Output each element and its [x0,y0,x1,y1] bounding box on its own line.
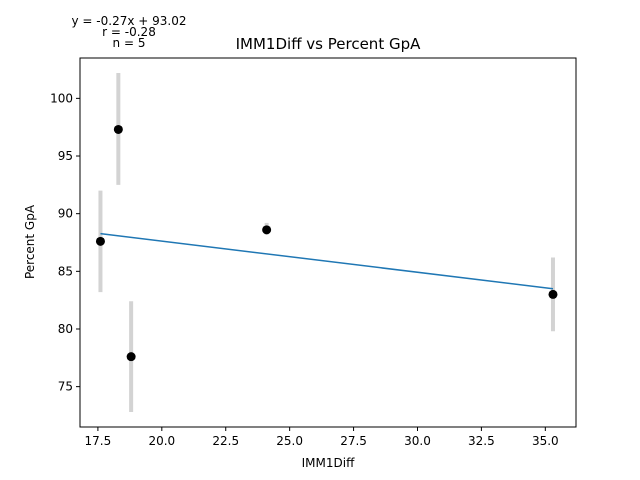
y-axis-label: Percent GpA [23,204,37,279]
x-tick-label: 27.5 [340,434,367,448]
x-tick-label: 20.0 [148,434,175,448]
y-axis-ticks: 75 80 85 90 95 100 [50,91,80,394]
data-point-4 [262,225,272,235]
plot-area [79,57,577,428]
y-tick-label: 75 [58,380,73,394]
data-points-group [95,124,558,362]
data-point-2 [113,124,123,134]
x-tick-label: 32.5 [468,434,495,448]
x-axis-ticks: 17.5 20.0 22.5 25.0 27.5 30.0 32.5 35.0 [85,427,559,448]
y-tick-label: 85 [58,264,73,278]
data-point-1 [95,236,105,246]
x-tick-label: 30.0 [404,434,431,448]
chart-title: IMM1Diff vs Percent GpA [236,35,421,53]
y-tick-label: 80 [58,322,73,336]
regression-line [100,232,554,290]
y-tick-label: 100 [50,91,73,105]
data-point-5 [548,289,558,299]
x-tick-label: 17.5 [85,434,112,448]
y-tick-label: 90 [58,207,73,221]
x-tick-label: 25.0 [276,434,303,448]
regression-equation: y = -0.27x + 93.02 [72,14,187,28]
correlation-text: r = -0.28 [102,25,156,39]
fit-line-group [100,232,554,290]
x-tick-label: 22.5 [212,434,239,448]
data-point-3 [126,352,136,362]
y-tick-label: 95 [58,149,73,163]
sample-size-text: n = 5 [113,36,146,50]
x-axis-label: IMM1Diff [302,456,355,470]
x-tick-label: 35.0 [532,434,559,448]
